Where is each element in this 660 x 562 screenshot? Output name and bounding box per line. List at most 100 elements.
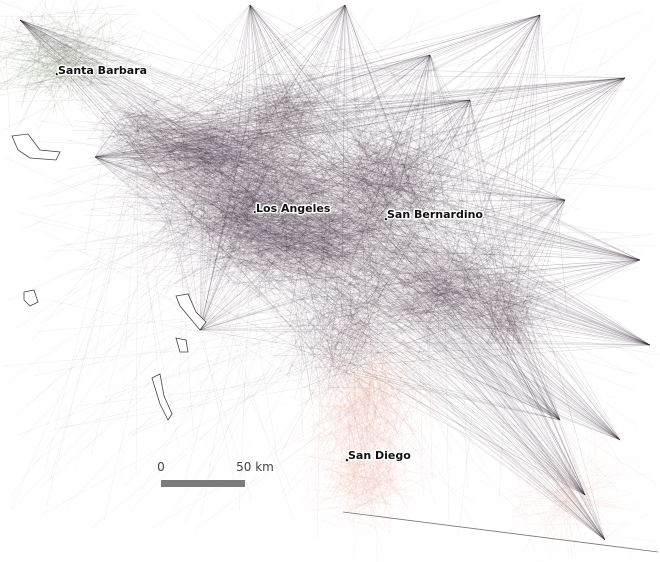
edge [154, 137, 225, 153]
edge [178, 137, 277, 139]
edge [245, 165, 269, 174]
edge [159, 143, 243, 164]
edge [194, 235, 250, 254]
edge [162, 126, 259, 162]
edge [163, 168, 232, 243]
edge [212, 178, 273, 200]
edge [174, 144, 194, 165]
edge [206, 143, 238, 205]
edge [109, 138, 231, 161]
edge [214, 115, 276, 190]
edge [191, 160, 289, 246]
edge [162, 131, 239, 259]
edge [181, 147, 264, 167]
edge [139, 126, 207, 176]
edge [200, 153, 241, 184]
edge [180, 150, 280, 180]
edge [189, 171, 350, 239]
edge [198, 193, 301, 216]
edge [172, 90, 204, 149]
edge [230, 170, 366, 249]
edge [145, 170, 244, 221]
edge [254, 214, 264, 257]
edge [256, 125, 335, 266]
edge [226, 125, 235, 141]
edge [239, 179, 282, 246]
edge [58, 218, 254, 247]
edge [193, 127, 259, 165]
edge [115, 155, 214, 171]
edge [281, 237, 340, 272]
edge [191, 114, 214, 180]
edge [214, 129, 264, 133]
edge [212, 152, 226, 232]
edge [186, 150, 208, 165]
edge [115, 137, 222, 168]
edge [225, 183, 414, 255]
edge [150, 109, 232, 132]
edge [239, 200, 262, 252]
edge [178, 149, 280, 161]
edge [184, 142, 224, 150]
edge [177, 146, 201, 151]
edge [262, 129, 296, 160]
edge [235, 190, 324, 220]
edge [140, 141, 186, 146]
edge [155, 192, 174, 264]
edge [196, 115, 340, 207]
edge [210, 130, 237, 177]
edge [265, 187, 284, 235]
edge [150, 138, 290, 248]
edge [308, 160, 322, 206]
edge [109, 130, 277, 138]
edge [270, 196, 302, 223]
edge [198, 109, 223, 131]
edge [135, 201, 267, 239]
edge [207, 146, 279, 160]
edge [260, 175, 284, 222]
edge [169, 132, 222, 166]
edge [192, 107, 213, 215]
edge [165, 138, 209, 152]
edge [238, 249, 258, 270]
edge [220, 206, 306, 267]
edge [304, 189, 330, 220]
edge [275, 171, 280, 232]
edge [188, 170, 271, 211]
edge [150, 172, 212, 178]
edge [172, 135, 338, 187]
edge [207, 140, 241, 167]
edge [258, 121, 260, 145]
edge [216, 185, 282, 224]
edge [201, 150, 243, 155]
edge [218, 178, 253, 254]
edge [235, 177, 255, 226]
edge [225, 260, 240, 270]
edge [256, 224, 291, 232]
edge [194, 194, 263, 206]
edge [282, 229, 290, 247]
edge [205, 230, 237, 238]
edge [176, 203, 382, 259]
edge [141, 133, 169, 178]
edge [174, 146, 209, 168]
edge [275, 176, 288, 245]
edge [146, 122, 275, 135]
edge [134, 185, 218, 233]
edge [190, 150, 257, 199]
edge [231, 160, 306, 177]
edge [211, 130, 274, 207]
edge [256, 177, 278, 250]
edge [127, 179, 286, 182]
edge [255, 155, 309, 242]
edge [201, 138, 313, 182]
edge [116, 151, 326, 164]
edge [183, 198, 308, 268]
edge [264, 177, 322, 182]
edge [277, 177, 280, 212]
edge [237, 176, 402, 188]
edge [216, 208, 325, 234]
edge [161, 115, 192, 174]
edge [225, 155, 268, 225]
edge [217, 184, 288, 245]
